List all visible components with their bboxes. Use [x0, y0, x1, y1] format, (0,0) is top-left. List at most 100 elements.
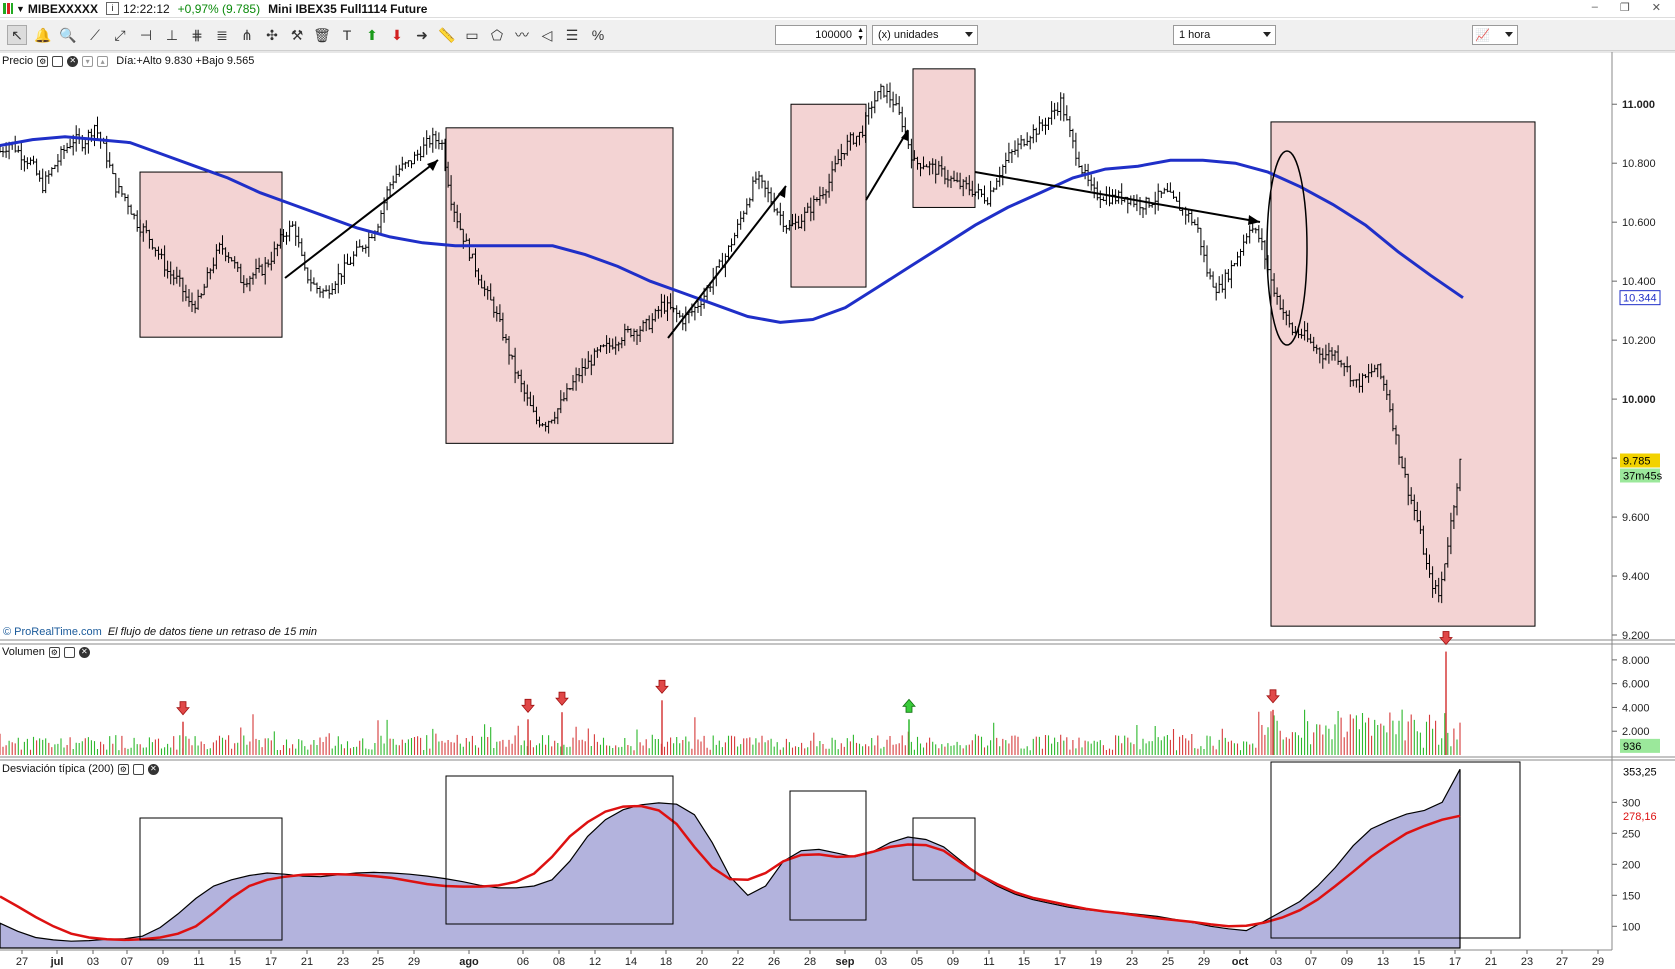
x-tick-label: 07: [121, 956, 133, 968]
x-tick-label: 22: [732, 956, 744, 968]
x-tick-label: 09: [157, 956, 169, 968]
x-tick-label: 11: [983, 956, 994, 968]
tools-icon[interactable]: ⚒: [290, 26, 304, 43]
restore-icon[interactable]: ❐: [1619, 2, 1630, 14]
pitchfork-icon[interactable]: ⋔: [241, 26, 253, 43]
pointer-icon[interactable]: ↖: [7, 25, 27, 45]
rectangle-icon[interactable]: ▭: [465, 26, 479, 43]
minimize-icon[interactable]: –: [1591, 1, 1598, 13]
std-last-tag: 353,25: [1623, 766, 1657, 778]
x-tick-label: 25: [1162, 956, 1174, 968]
x-tick-label: 27: [16, 956, 28, 968]
price-axis-label: 10.400: [1622, 276, 1656, 288]
percent-icon[interactable]: %: [591, 27, 605, 43]
highlight-box: [1270, 121, 1536, 627]
unit-select[interactable]: (x) unidades: [872, 25, 978, 45]
x-tick-label: 26: [768, 956, 780, 968]
ruler-icon[interactable]: 📏: [438, 26, 456, 43]
wrench-icon[interactable]: ⚙: [37, 55, 49, 67]
volume-wrench-icon[interactable]: ⚙: [48, 646, 60, 658]
x-tick-label: 19: [1090, 956, 1102, 968]
text-icon[interactable]: T: [342, 27, 352, 43]
price-axis-label: 11.000: [1622, 99, 1655, 111]
panel-down-icon[interactable]: ▾: [82, 55, 94, 67]
window-controls: – ❐ ✕: [1592, 1, 1669, 14]
zigzag-icon[interactable]: 〰: [515, 27, 529, 43]
ma-value-tag: 10.344: [1623, 293, 1657, 305]
x-tick-label: 06: [517, 956, 529, 968]
fibonacci-icon[interactable]: ≣: [216, 26, 228, 43]
trendline-icon[interactable]: ⟋: [90, 26, 100, 43]
x-tick-label: oct: [1232, 956, 1249, 968]
volume-axis-label: 4.000: [1622, 702, 1650, 714]
info-icon[interactable]: i: [105, 2, 119, 15]
std-panel-header: Desviación típica (200) ⚙ ✕: [2, 763, 159, 775]
highlight-boxes: [139, 68, 1536, 627]
price-axis-label: 9.200: [1622, 630, 1650, 642]
timeframe-select[interactable]: 1 hora: [1173, 25, 1276, 45]
std-close-icon[interactable]: ✕: [147, 763, 159, 775]
horizontal-line-icon[interactable]: ⊣: [139, 26, 153, 43]
channel-icon[interactable]: ⋕: [191, 26, 203, 43]
price-bars: [0, 82, 1462, 604]
price-axis-label: 9.600: [1622, 512, 1650, 524]
instrument-name: Mini IBEX35 Full1114 Future: [268, 1, 428, 16]
annotations: [284, 129, 1308, 346]
last-price-tag: 9.785: [1623, 456, 1651, 468]
gann-icon[interactable]: ✣: [266, 26, 278, 43]
std-dev-boxes: [139, 761, 1521, 941]
volume-close-icon[interactable]: ✕: [78, 646, 90, 658]
alert-bell-icon[interactable]: 🔔: [34, 26, 52, 43]
panel-up-icon[interactable]: ▴: [97, 55, 109, 67]
std-axis-label: 200: [1622, 859, 1640, 871]
right-arrow-icon[interactable]: ➜: [416, 26, 428, 43]
x-tick-label: 03: [875, 956, 887, 968]
maximize-panel-icon[interactable]: [52, 55, 64, 67]
source-text: © ProRealTime.com: [3, 626, 102, 638]
delay-note: El flujo de datos tiene un retraso de 15…: [107, 626, 317, 638]
vertical-line-icon[interactable]: ⊥: [165, 26, 179, 43]
std-axis-label: 150: [1622, 890, 1640, 902]
title-bar: ▼ MIBEXXXXX i 12:22:12 +0,97% (9.785) Mi…: [0, 0, 1675, 18]
x-tick-label: 17: [1054, 956, 1066, 968]
std-maximize-icon[interactable]: [132, 763, 144, 775]
arrow-head-1: [427, 160, 438, 171]
highlight-box: [790, 103, 867, 288]
levels-icon[interactable]: ☰: [565, 26, 579, 43]
sell-arrow-icon[interactable]: ⬇: [391, 26, 403, 43]
sell-signal-arrow: [655, 679, 669, 694]
x-tick-label: 05: [911, 956, 923, 968]
polygon-icon[interactable]: ⬠: [490, 26, 504, 43]
buy-signal-arrow: [902, 698, 916, 713]
x-tick-label: 21: [1485, 956, 1497, 968]
quantity-input[interactable]: 100000 ▲ ▼: [775, 25, 867, 45]
zoom-icon[interactable]: 🔍: [59, 26, 77, 43]
triangle-icon[interactable]: ◁: [541, 26, 553, 43]
symbol-dropdown-icon[interactable]: ▼: [16, 3, 25, 14]
std-wrench-icon[interactable]: ⚙: [117, 763, 129, 775]
x-tick-label: 09: [947, 956, 959, 968]
buy-arrow-icon[interactable]: ⬆: [366, 26, 378, 43]
indicators-button[interactable]: 📈: [1472, 25, 1518, 45]
day-range-text: Día:+Alto 9.830 +Bajo 9.565: [116, 55, 255, 67]
indicators-chart-icon: 📈: [1475, 28, 1490, 42]
spinner-icon[interactable]: ▲ ▼: [857, 27, 864, 42]
x-tick-label: 15: [229, 956, 241, 968]
ray-icon[interactable]: ⤢: [114, 26, 126, 43]
std-box: [139, 817, 283, 941]
std-last-tag-bg: [1620, 764, 1660, 779]
trash-icon[interactable]: 🗑: [313, 26, 331, 43]
arrow-head-3: [901, 130, 908, 141]
close-icon[interactable]: ✕: [1651, 2, 1661, 14]
symbol-name[interactable]: MIBEXXXXX: [27, 1, 98, 16]
volume-maximize-icon[interactable]: [63, 646, 75, 658]
volume-bars-up: [8, 709, 1458, 755]
x-tick-label: 27: [1556, 956, 1568, 968]
std-avg-tag: 278,16: [1623, 811, 1657, 823]
timeframe-dropdown-icon: [1263, 32, 1271, 37]
close-panel-icon[interactable]: ✕: [67, 55, 79, 67]
volume-last-tag: 936: [1623, 741, 1641, 753]
x-axis-labels: 27 jul 03 07 09 11 15 17 21 23 25 29 ago 06 08 12 14 18 20…: [16, 950, 1604, 968]
std-box: [789, 790, 867, 921]
